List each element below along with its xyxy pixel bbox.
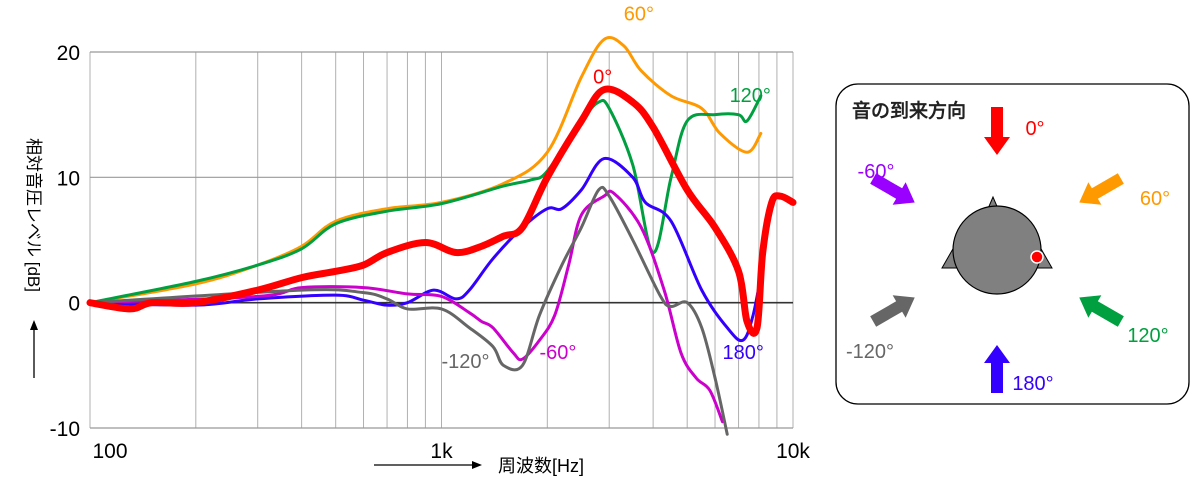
arrow-shape bbox=[1079, 295, 1124, 327]
y-tick-label: 20 bbox=[57, 42, 80, 65]
x-tick-label: 1k bbox=[430, 440, 453, 463]
series-label: 180° bbox=[722, 342, 763, 364]
series-label: 60° bbox=[624, 4, 654, 26]
microphone-icon bbox=[1030, 250, 1044, 264]
legend-panel: 音の到来方向 0° 60° 120° 180° -120° -60° bbox=[835, 83, 1190, 405]
head-icon bbox=[941, 195, 1053, 295]
direction-arrow-icon bbox=[984, 107, 1010, 155]
direction-label: 120° bbox=[1127, 325, 1168, 347]
series-labels: 60° 120° 180° -60° -120° 0° bbox=[442, 4, 771, 373]
y-axis-arrow bbox=[30, 320, 38, 378]
direction-label: 180° bbox=[1012, 373, 1053, 395]
arrow-shape bbox=[870, 173, 915, 205]
x-axis-arrow bbox=[374, 461, 482, 469]
direction-arrows: 0° 60° 120° 180° -120° -60° bbox=[846, 107, 1170, 395]
arrow-shape bbox=[984, 107, 1010, 155]
series-label: 120° bbox=[730, 85, 771, 107]
direction-label: 60° bbox=[1140, 188, 1170, 210]
direction-label: -120° bbox=[846, 341, 894, 363]
series-label: -60° bbox=[539, 342, 576, 364]
direction-label: 0° bbox=[1025, 118, 1044, 140]
direction-arrow-icon bbox=[1079, 173, 1124, 205]
series-group bbox=[86, 36, 797, 436]
arrow-shape bbox=[1079, 173, 1124, 205]
direction-arrow-icon bbox=[870, 173, 915, 205]
arrow-shape bbox=[870, 295, 915, 327]
series-label: -120° bbox=[442, 351, 490, 373]
arrow-shape bbox=[984, 345, 1010, 393]
x-axis-label: 周波数[Hz] bbox=[498, 456, 584, 476]
direction-label: -60° bbox=[858, 161, 895, 183]
direction-arrow-icon bbox=[984, 345, 1010, 393]
direction-arrow-icon bbox=[870, 295, 915, 327]
y-tick-label: -10 bbox=[50, 418, 80, 441]
direction-arrow-icon bbox=[1079, 295, 1124, 327]
grid bbox=[89, 51, 794, 429]
series-line bbox=[88, 185, 729, 436]
series-line bbox=[88, 156, 765, 343]
x-tick-label: 100 bbox=[92, 440, 127, 463]
y-tick-label: 0 bbox=[68, 293, 80, 316]
y-tick-label: 10 bbox=[57, 167, 80, 190]
legend-title: 音の到来方向 bbox=[852, 99, 966, 122]
series-label: 0° bbox=[593, 66, 612, 88]
series-line bbox=[86, 85, 797, 337]
y-axis-label: 相対音圧レベル [dB] bbox=[24, 138, 43, 292]
x-tick-label: 10k bbox=[776, 440, 810, 463]
